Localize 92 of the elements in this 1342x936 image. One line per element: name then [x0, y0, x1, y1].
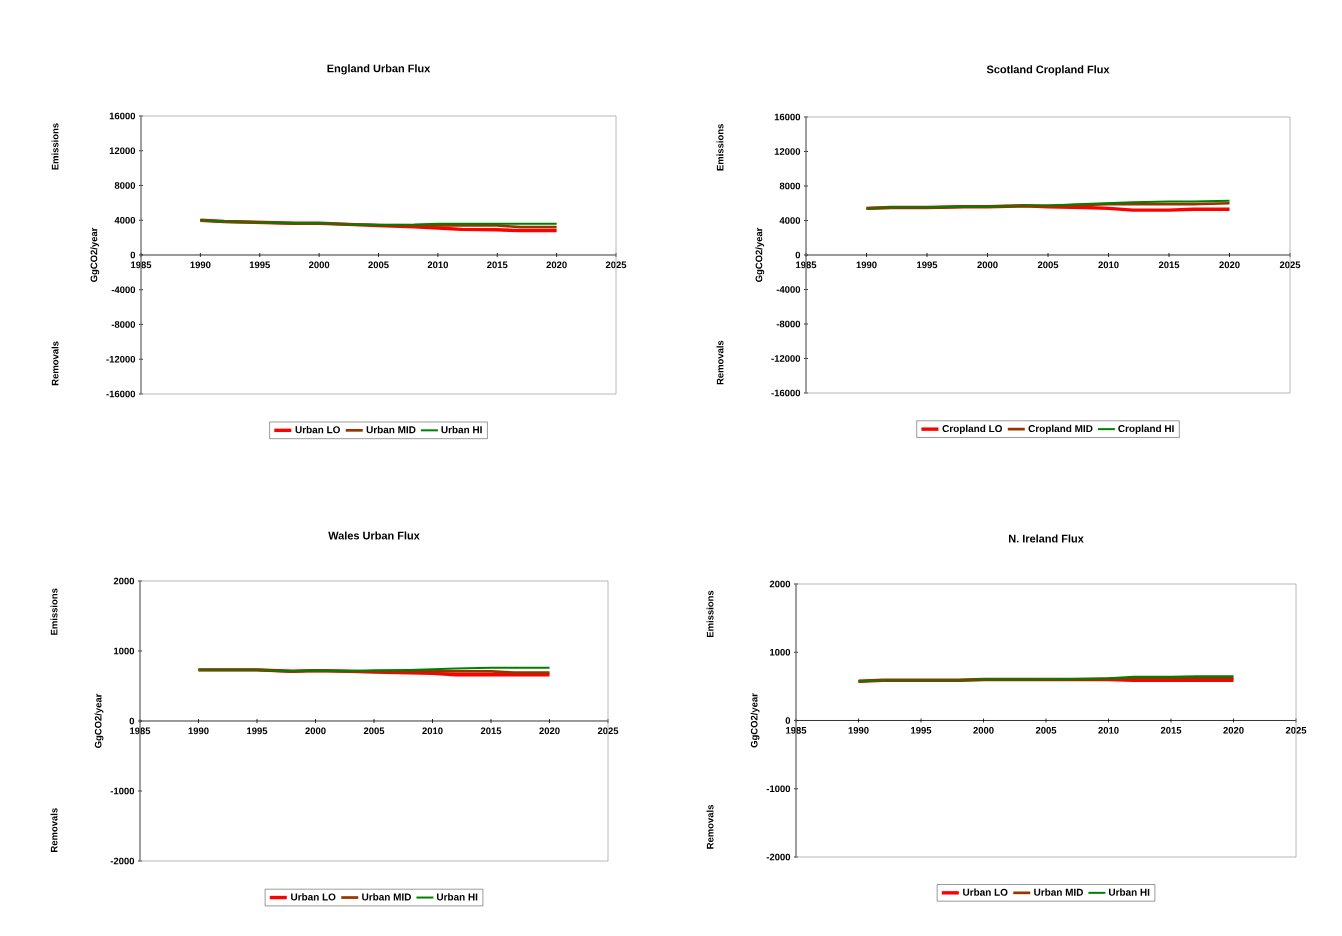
y-tick-label: -12000	[771, 355, 801, 362]
y-tick-label: 4000	[114, 216, 136, 224]
x-tick-label: 1995	[911, 727, 932, 734]
y-tick-label: 16000	[109, 112, 136, 120]
legend-label: Urban MID	[366, 425, 416, 434]
x-tick-label: 2025	[597, 727, 619, 735]
x-tick-label: 2015	[487, 261, 508, 269]
legend-label: Urban LO	[963, 888, 1008, 896]
y-tick-label: 8000	[114, 182, 136, 189]
x-tick-label: 2010	[1098, 727, 1119, 734]
x-tick-label: 2005	[1037, 261, 1059, 269]
legend-label: Cropland MID	[1028, 424, 1093, 435]
y-tick-label: -1000	[766, 785, 791, 793]
x-tick-label: 1985	[131, 261, 152, 269]
chart-title: N. Ireland Flux	[1009, 534, 1084, 543]
y-tick-label: 12000	[109, 147, 136, 155]
legend-label: Urban HI	[1109, 888, 1150, 896]
y-axis-title: GgCO2/year	[90, 227, 100, 282]
y-tick-label: -4000	[776, 286, 801, 293]
text: Removals	[706, 805, 714, 849]
x-tick-label: 1985	[786, 727, 807, 734]
legend-label: Urban LO	[291, 893, 336, 901]
y-axis-title: GgCO2/year	[750, 693, 760, 748]
y-tick-label: 0	[795, 251, 801, 259]
y-tick-label: 2000	[769, 580, 791, 588]
x-tick-label: 2005	[363, 727, 385, 735]
x-tick-label: 2025	[1279, 261, 1301, 269]
x-tick-label: 2015	[480, 727, 502, 735]
y-tick-label: -4000	[111, 286, 136, 294]
x-tick-label: 2005	[368, 261, 389, 269]
y-tick-label: -12000	[106, 355, 136, 363]
x-tick-label: 2000	[973, 727, 994, 734]
legend-label: Urban MID	[1034, 888, 1083, 896]
y-tick-label: 8000	[779, 182, 801, 190]
chart-title: England Urban Flux	[327, 64, 431, 75]
y-tick-label: -2000	[766, 853, 791, 861]
y-axis-title: GgCO2/year	[755, 227, 765, 282]
y-tick-label: -1000	[110, 787, 135, 795]
y-tick-label: 4000	[779, 217, 801, 224]
y-tick-label: 1000	[770, 648, 791, 656]
legend-label: Cropland LO	[942, 424, 1003, 435]
x-tick-label: 2000	[977, 261, 998, 269]
y-tick-label: 16000	[774, 113, 801, 121]
y-tick-label: -16000	[771, 389, 801, 397]
y-tick-label: 12000	[774, 148, 801, 155]
x-tick-label: 1990	[848, 727, 869, 734]
x-tick-label: 2000	[308, 261, 330, 269]
x-tick-label: 1990	[856, 261, 877, 269]
x-tick-label: 1995	[249, 261, 271, 269]
y-tick-label: -8000	[776, 320, 801, 328]
chart-title: Wales Urban Flux	[328, 531, 420, 540]
x-tick-label: 1985	[130, 727, 151, 735]
text: Removals	[50, 808, 58, 852]
y-tick-label: 0	[785, 717, 791, 724]
y-tick-label: -2000	[110, 857, 135, 865]
x-tick-label: 2010	[422, 727, 443, 735]
y-tick-label: 0	[130, 251, 136, 259]
x-tick-label: 2020	[546, 261, 567, 269]
legend-label: Urban LO	[295, 425, 340, 434]
x-tick-label: 2010	[1098, 261, 1119, 269]
x-tick-label: 2000	[305, 727, 326, 735]
x-tick-label: 1990	[190, 261, 211, 269]
y-tick-label: 0	[129, 717, 135, 725]
x-tick-label: 2015	[1160, 727, 1182, 734]
legend-label: Urban MID	[362, 893, 411, 901]
y-tick-label: -8000	[111, 321, 136, 328]
x-tick-label: 1990	[188, 727, 209, 735]
x-tick-label: 2025	[605, 261, 627, 269]
x-tick-label: 2020	[1223, 727, 1244, 734]
x-tick-label: 2015	[1158, 261, 1180, 269]
x-tick-label: 2010	[427, 261, 449, 269]
x-tick-label: 2005	[1035, 727, 1057, 734]
x-tick-label: 1995	[917, 261, 938, 269]
x-tick-label: 2025	[1285, 727, 1307, 734]
text: Emissions	[51, 123, 59, 170]
legend-label: Urban HI	[441, 425, 482, 434]
x-tick-label: 1995	[247, 727, 268, 735]
y-tick-label: 1000	[114, 647, 135, 655]
text: Removals	[716, 340, 724, 385]
text: Removals	[51, 341, 59, 386]
y-axis-title: GgCO2/year	[94, 693, 104, 748]
text: Emissions	[50, 588, 58, 635]
text: Emissions	[716, 124, 724, 171]
x-tick-label: 2020	[1219, 261, 1240, 269]
text: Emissions	[706, 590, 714, 638]
y-tick-label: -16000	[106, 390, 136, 398]
y-tick-label: 2000	[113, 577, 135, 585]
legend-label: Urban HI	[436, 893, 478, 901]
legend-label: Cropland HI	[1118, 424, 1174, 435]
x-tick-label: 2020	[539, 727, 560, 735]
x-tick-label: 1985	[796, 261, 817, 269]
chart-title: Scotland Cropland Flux	[986, 65, 1110, 76]
